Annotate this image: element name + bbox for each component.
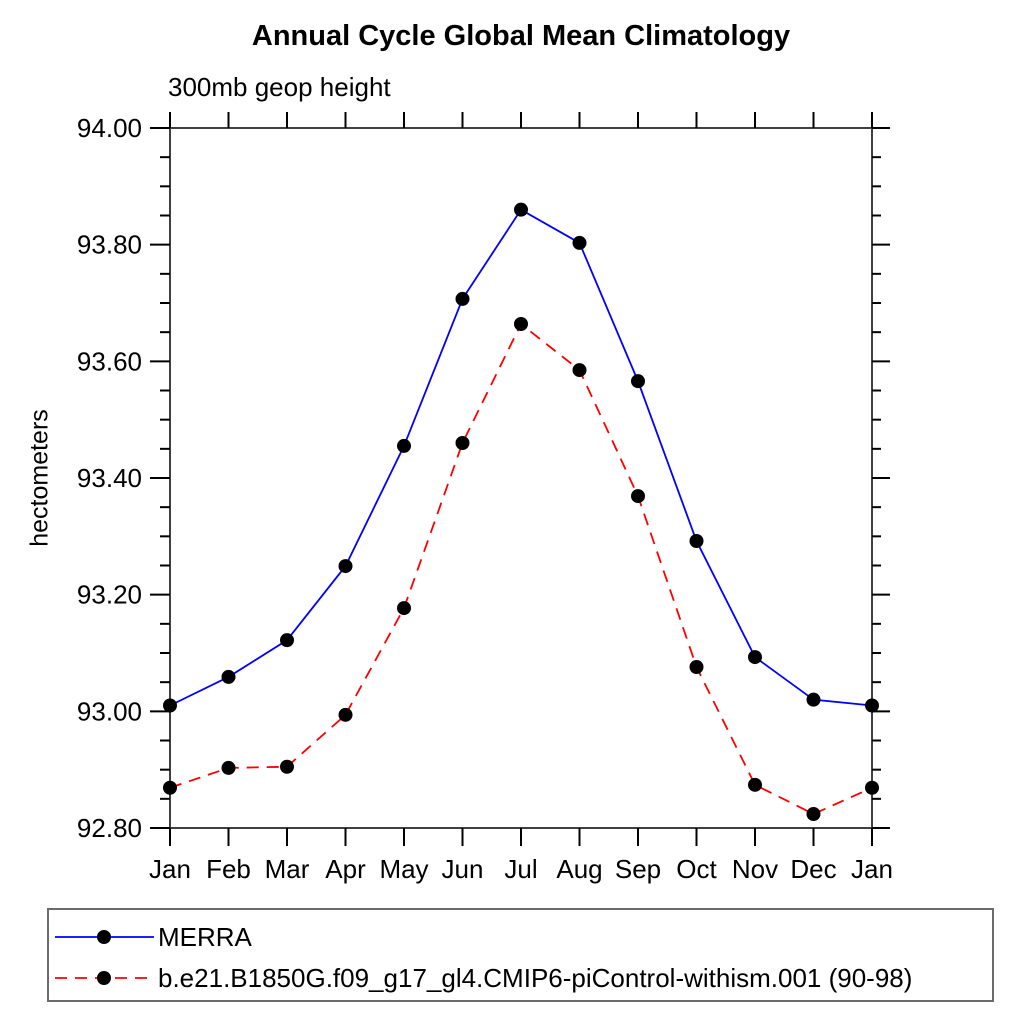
data-point	[631, 374, 645, 389]
legend-sample-solid-line-icon	[55, 930, 154, 944]
data-point	[455, 436, 470, 450]
data-point	[572, 235, 587, 250]
y-tick-label: 94.00	[77, 113, 142, 143]
data-point	[689, 660, 704, 674]
y-tick-label: 93.80	[77, 230, 142, 260]
y-tick-label: 93.40	[77, 463, 142, 493]
data-point	[280, 759, 294, 774]
data-point	[397, 601, 411, 616]
data-point	[221, 669, 236, 684]
data-point	[397, 438, 411, 453]
data-point	[806, 807, 821, 821]
x-tick-label: Apr	[325, 854, 366, 884]
x-tick-label: May	[379, 854, 428, 884]
data-point	[865, 780, 879, 795]
legend-item-model: b.e21.B1850G.f09_g17_gl4.CMIP6-piControl…	[54, 962, 913, 993]
data-point	[806, 692, 821, 707]
legend: MERRA b.e21.B1850G.f09_g17_gl4.CMIP6-piC…	[47, 908, 994, 1002]
legend-label: b.e21.B1850G.f09_g17_gl4.CMIP6-piControl…	[158, 962, 913, 993]
data-point	[572, 363, 587, 378]
data-point	[280, 633, 294, 648]
x-tick-label: Aug	[556, 854, 602, 884]
data-point	[748, 650, 762, 665]
data-point	[514, 317, 528, 331]
x-tick-label: Dec	[790, 854, 836, 884]
data-point	[748, 777, 762, 792]
y-tick-label: 93.00	[77, 696, 142, 726]
x-tick-label: Mar	[265, 854, 310, 884]
x-tick-label: Jul	[504, 854, 537, 884]
x-tick-label: Feb	[206, 854, 251, 884]
y-tick-label: 93.20	[77, 580, 142, 610]
x-tick-label: Sep	[615, 854, 661, 884]
x-tick-label: Jun	[442, 854, 484, 884]
data-point	[514, 202, 528, 217]
data-point	[865, 698, 879, 713]
chart-title: Annual Cycle Global Mean Climatology	[251, 20, 791, 52]
y-tick-label: 92.80	[77, 813, 142, 843]
data-point	[163, 698, 177, 713]
chart-subtitle: 300mb geop height	[168, 72, 391, 102]
data-point	[338, 707, 353, 722]
data-point	[631, 489, 645, 504]
legend-label: MERRA	[158, 921, 252, 952]
data-point	[455, 291, 470, 306]
series-line	[169, 322, 873, 815]
x-tick-label: Jan	[149, 854, 191, 884]
x-tick-label: Oct	[676, 854, 717, 884]
x-tick-label: Jan	[851, 854, 893, 884]
data-point	[221, 760, 236, 775]
series-line	[169, 208, 873, 707]
y-tick-label: 93.60	[77, 346, 142, 376]
data-point	[338, 559, 353, 574]
data-point	[163, 780, 177, 795]
x-tick-label: Nov	[732, 854, 778, 884]
data-point	[689, 534, 704, 548]
legend-item-merra: MERRA	[54, 921, 252, 952]
legend-sample-dashed-line-icon	[55, 971, 154, 985]
